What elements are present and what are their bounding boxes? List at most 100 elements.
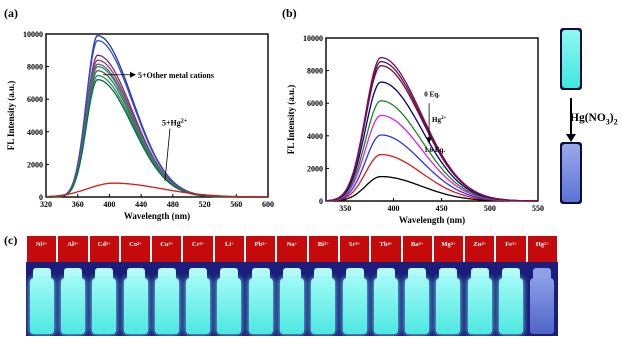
y-tick-label: 4000 [27,128,43,137]
vial-solution [280,278,304,334]
vial [342,268,368,334]
y-axis-label: FL Intensity (a.u.) [6,81,16,151]
vial-solution [530,278,555,334]
x-axis-label: Wavelength (nm) [399,215,465,225]
vial [435,268,461,334]
vial-cap [502,268,521,279]
y-tick-label: 6000 [27,95,43,104]
y-tick-label: 10000 [23,30,43,39]
y-tick-label: 0 [319,197,323,206]
spectrum-line-1 [46,39,268,198]
x-tick-label: 450 [436,204,448,213]
x-tick-label: 480 [167,200,179,209]
chart-a-spectra: 320 360 400 440 480 520 560 6000200040006000800… [6,30,274,221]
vial-cap [63,268,82,279]
panel-label-c: (c) [4,233,18,247]
ion-label: Cr 3+ [183,236,213,262]
annotation-arrowhead [130,71,136,78]
spectrum-line-3 [46,59,268,198]
vial-cap [283,268,301,279]
y-tick-label: 0 [39,193,43,202]
x-tick-label: 400 [387,204,399,213]
y-tick-label: 2000 [27,160,43,169]
ion-label-bar: Ni 2+ Al 3+ Cd 2+ Co 2+ Cu 2+ Cr 3+ Li + Pb 2+ Na + Bi 3+ Sr… [26,236,558,262]
plot-frame [325,37,539,202]
ion-label: Li + [214,236,245,262]
x-tick-label: 360 [72,200,84,209]
spectrum-line-4 [46,63,268,198]
chart-b-titration: 350 400 450 500 550 0 2000 4000 6000 8000 10000 Wav… [286,34,544,225]
spectrum-line-8 [325,56,538,202]
ion-label: Pb 2+ [246,236,276,262]
annotation-ion: Hg2+ [432,116,446,124]
vial-photo-before [560,28,582,90]
vial-cap [533,268,552,279]
vial [529,268,555,334]
spectrum-line-6 [46,70,268,198]
vial-cap [345,268,364,279]
vial [123,268,149,334]
vial [248,268,274,334]
vial-photo-strip [26,262,558,336]
vial-solution [405,278,430,334]
photo-reagent-label: Hg(NO3)2 [570,112,618,127]
vial-solution [311,278,336,334]
vial-cap [439,268,458,279]
spectrum-line-5 [325,81,538,202]
vial-solution [373,278,398,334]
ion-label: Ni 2+ [27,236,57,262]
vial-solution [92,278,117,334]
vial-solution [29,278,54,334]
ion-label: Cu 2+ [152,236,182,262]
x-tick-label: 550 [532,204,544,213]
x-tick-label: 520 [199,200,211,209]
vial [404,268,430,334]
spectrum-line-8 [46,79,268,198]
x-tick-label: 600 [262,200,274,209]
vial-cap [408,268,427,279]
vial [498,268,524,334]
spectrum-line-7 [46,74,268,198]
ion-label: Zn 2+ [465,236,495,262]
y-tick-label: 8000 [27,63,43,72]
annotation-arrowhead [426,137,432,144]
vial [154,268,180,334]
y-tick-label: 8000 [307,67,323,76]
vial-cap [470,268,489,279]
vial-solution [154,278,179,334]
down-arrow-icon [566,98,576,142]
ion-label: Co 2+ [120,236,151,262]
vial [216,268,242,334]
ion-label: Cd 2+ [89,236,119,262]
annotation-hg: 5+Hg2+ [162,118,188,127]
vial [60,268,86,334]
vial-cap [220,268,239,279]
annotation-start: 0 Eq. [424,91,440,99]
vial-solution [60,278,85,334]
annotation-leader-hg [164,128,171,181]
y-tick-label: 4000 [307,132,323,141]
vial [373,268,399,334]
vial-cap [126,268,145,279]
panel-label-a: (a) [4,6,18,20]
vial-photo-after [560,142,582,204]
y-tick-label: 2000 [307,164,323,173]
ion-label: Hg 2+ [527,236,557,262]
vial-cap [251,268,270,279]
vial-solution [217,278,242,334]
y-tick-label: 6000 [307,99,323,108]
ion-label: Sr 2+ [339,236,370,262]
ion-label: Na + [277,236,307,262]
vial-solution [467,278,492,334]
annotation-end: 1.6 Eq. [424,146,445,154]
x-tick-label: 400 [103,200,115,209]
ion-label: Fe 3+ [496,236,526,262]
ion-label: Al 3+ [58,236,88,262]
spectrum-line-9 [45,182,268,198]
vial [310,268,336,334]
vial-cap [189,268,208,279]
vial-cap [157,268,176,279]
vial-cap [32,268,51,279]
ion-label: Th 4+ [371,236,401,262]
x-tick-label: 560 [230,200,242,209]
